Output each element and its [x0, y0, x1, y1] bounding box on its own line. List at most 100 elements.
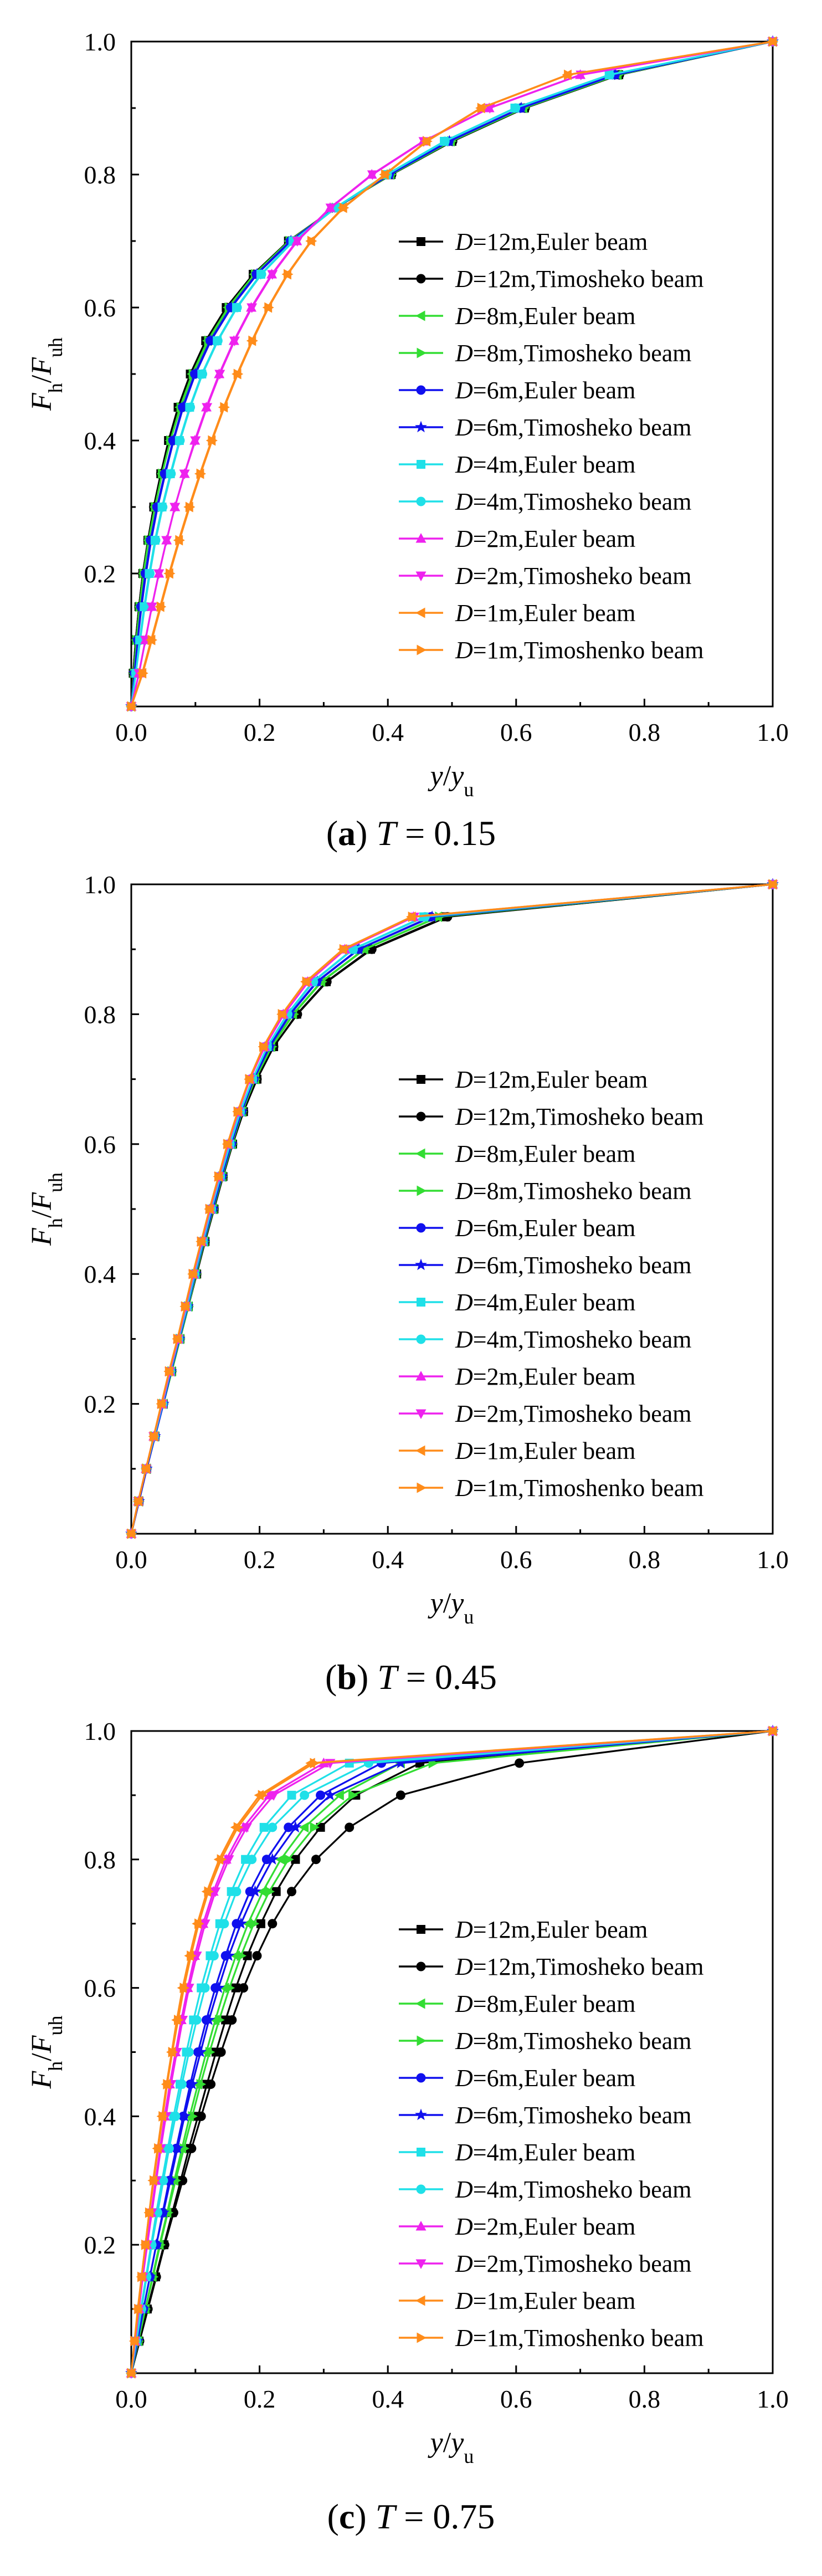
- data-point: [287, 1887, 296, 1897]
- panel-caption: (a) T = 0.15: [326, 813, 496, 853]
- data-point: [199, 1919, 210, 1929]
- series-line: [130, 883, 773, 1534]
- legend-label: D=8m,Euler beam: [455, 1140, 635, 1167]
- data-point: [324, 1789, 336, 1801]
- data-point: [266, 1853, 279, 1865]
- data-point: [189, 367, 202, 380]
- series-8: [126, 879, 778, 1538]
- data-point: [268, 1919, 278, 1929]
- data-point: [192, 2015, 202, 2025]
- data-point: [186, 402, 196, 412]
- data-point: [187, 2143, 197, 2153]
- data-point: [187, 1950, 197, 1962]
- legend-marker: [416, 385, 426, 395]
- data-point: [154, 2143, 164, 2154]
- series-10: [126, 879, 777, 1539]
- x-axis-title: y/yu: [428, 1587, 474, 1628]
- data-point: [215, 2015, 225, 2026]
- data-point: [151, 500, 164, 513]
- data-point: [127, 1528, 137, 1539]
- legend-label: D=4m,Timosheko beam: [455, 1326, 692, 1353]
- data-point: [223, 1949, 235, 1961]
- data-point: [345, 1822, 355, 1832]
- data-point: [209, 1951, 219, 1961]
- data-point: [134, 2303, 144, 2314]
- legend-marker: [417, 1075, 425, 1084]
- data-point: [227, 2015, 237, 2025]
- y-tick-label: 1.0: [84, 28, 116, 56]
- legend-marker: [417, 1482, 427, 1493]
- legend-marker: [415, 1258, 427, 1271]
- x-tick-label: 0.2: [244, 718, 276, 746]
- data-point: [204, 1886, 214, 1897]
- legend-label: D=4m,Euler beam: [455, 451, 635, 478]
- series-line: [130, 883, 773, 1534]
- y-tick-label: 1.0: [84, 1717, 116, 1745]
- data-point: [188, 2111, 198, 2122]
- data-point: [265, 1886, 275, 1897]
- data-point: [232, 303, 242, 313]
- y-tick-label: 0.2: [84, 1390, 116, 1418]
- data-point: [142, 1463, 152, 1474]
- legend-marker: [417, 1185, 427, 1196]
- x-tick-label: 0.0: [115, 1545, 147, 1574]
- data-point: [256, 269, 266, 279]
- legend-label: D=12m,Euler beam: [455, 228, 648, 255]
- series-line: [130, 883, 773, 1534]
- x-tick-label: 0.4: [372, 718, 404, 746]
- legend-marker: [417, 1298, 425, 1307]
- data-point: [163, 2078, 173, 2090]
- data-point: [515, 1758, 525, 1768]
- data-point: [768, 36, 778, 47]
- data-point: [165, 568, 176, 579]
- data-point: [247, 1855, 257, 1865]
- y-axis-title: Fh/Fuh: [26, 1172, 66, 1246]
- data-point: [198, 369, 208, 379]
- legend-label: D=6m,Timosheko beam: [455, 414, 692, 441]
- legend-marker: [417, 347, 427, 359]
- y-tick-label: 0.6: [84, 294, 116, 322]
- series-6: [127, 880, 777, 1538]
- series-line: [130, 883, 773, 1534]
- data-point: [278, 1008, 288, 1020]
- series-4: [126, 879, 778, 1539]
- data-point: [138, 668, 148, 679]
- data-point: [161, 536, 172, 546]
- legend-marker: [417, 2148, 425, 2157]
- data-point: [284, 1854, 294, 1865]
- data-point: [145, 569, 155, 578]
- legend: D=12m,Euler beam D=12m,Timosheko beam D=8m…: [399, 1066, 704, 1502]
- data-point: [477, 103, 487, 114]
- data-point: [165, 1366, 175, 1377]
- legend-marker: [415, 607, 425, 618]
- legend-label: D=1m,Euler beam: [455, 1437, 635, 1464]
- series-line: [130, 883, 773, 1534]
- data-point: [175, 436, 185, 445]
- data-point: [245, 1074, 255, 1085]
- legend-marker: [417, 644, 427, 655]
- y-tick-label: 0.6: [84, 1130, 116, 1159]
- plot-frame: [130, 883, 774, 1535]
- data-point: [188, 1268, 199, 1279]
- legend-label: D=2m,Euler beam: [455, 525, 635, 552]
- data-point: [173, 1333, 183, 1344]
- data-point: [339, 944, 350, 955]
- legend-label: D=4m,Timosheko beam: [455, 488, 692, 515]
- legend-label: D=6m,Timosheko beam: [455, 2102, 692, 2129]
- x-tick-label: 0.0: [115, 2385, 147, 2413]
- series-line: [130, 883, 773, 1534]
- x-axis-title: y/yu: [428, 2427, 474, 2467]
- data-point: [232, 1887, 242, 1897]
- data-point: [264, 302, 274, 313]
- legend-label: D=2m,Timosheko beam: [455, 1400, 692, 1427]
- data-point: [221, 2015, 230, 2025]
- data-point: [150, 2175, 160, 2186]
- data-point: [202, 403, 213, 413]
- y-tick-label: 0.2: [84, 560, 116, 588]
- data-point: [348, 1790, 358, 1801]
- series-0: [127, 880, 777, 1538]
- data-point: [214, 1171, 224, 1182]
- series-5: [125, 878, 779, 1539]
- x-tick-label: 0.2: [244, 2385, 276, 2413]
